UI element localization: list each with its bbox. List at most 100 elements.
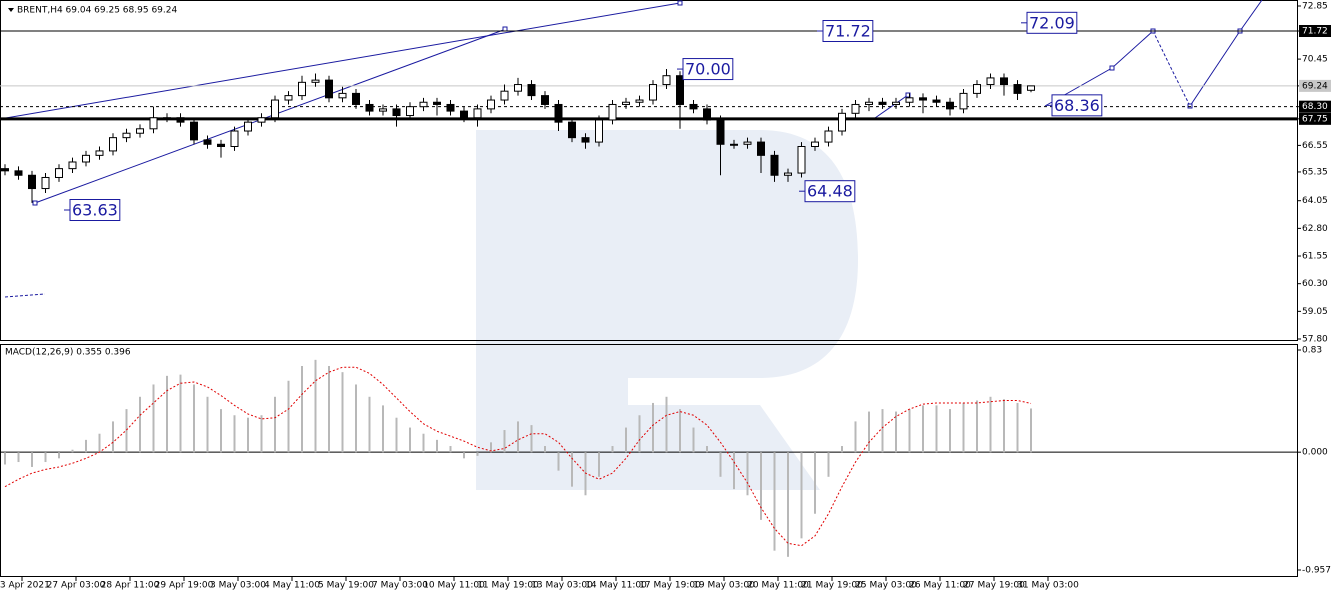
candle-body: [514, 84, 522, 92]
candle-body: [824, 130, 833, 143]
candle-body: [743, 141, 752, 145]
candle-body: [973, 84, 981, 94]
x-tick-label: 7 May 03:00: [372, 581, 428, 591]
candle-body: [581, 137, 590, 143]
annotation-label: 64.48: [807, 182, 853, 201]
x-tick-label: 4 May 11:00: [264, 581, 320, 591]
candle-body: [203, 139, 212, 145]
trendlines: [0, 0, 1263, 298]
candle-body: [635, 99, 644, 103]
candle-body: [770, 154, 779, 176]
candle-body: [946, 101, 954, 110]
y-tick-label: 0.000: [1302, 448, 1328, 458]
candle-body: [419, 101, 428, 108]
candle-body: [986, 77, 995, 86]
candle-body: [68, 161, 77, 170]
annotation-label: 72.09: [1029, 13, 1075, 32]
candle-body: [28, 174, 36, 190]
candle-body: [608, 103, 617, 121]
y-tick-label: 60.30: [1302, 279, 1328, 289]
candle-body: [271, 99, 279, 119]
candle-body: [676, 75, 684, 105]
annotation-label: 70.00: [685, 60, 731, 79]
candle-body: [352, 92, 360, 105]
candle-body: [851, 103, 860, 114]
macd-title: MACD(12,26,9) 0.355 0.396: [5, 348, 131, 358]
x-tick-label: 25 May 03:00: [855, 581, 917, 591]
signal-line: [4, 366, 1032, 547]
y-tick-highlight: [1299, 112, 1331, 125]
y-tick-label: 57.80: [1302, 335, 1328, 345]
candle-body: [932, 99, 941, 103]
x-tick-label: 19 May 03:00: [693, 581, 755, 591]
y-tick-label: 59.05: [1302, 307, 1328, 317]
x-tick-label: 20 May 11:00: [747, 581, 809, 591]
candle-body: [919, 97, 927, 101]
candle-body: [446, 103, 455, 112]
x-tick-label: 3 May 03:00: [210, 581, 266, 591]
y-tick-label: -0.957: [1302, 566, 1331, 576]
candle-body: [1000, 77, 1008, 86]
x-tick-label: 13 May 03:00: [531, 581, 593, 591]
x-tick-label: 5 May 19:00: [318, 581, 374, 591]
x-tick-label: 23 Apr 2021: [0, 581, 50, 591]
annotation-box: [1051, 94, 1103, 117]
x-tick-label: 17 May 19:00: [639, 581, 701, 591]
x-tick-label: 31 May 03:00: [1017, 581, 1079, 591]
y-tick-highlight: [1299, 79, 1331, 92]
candle-body: [311, 79, 320, 83]
chart-title: BRENT,H4 69.04 69.25 68.95 69.24: [17, 6, 177, 16]
candle-body: [865, 101, 873, 105]
x-tick-label: 26 May 11:00: [909, 581, 971, 591]
y-tick-highlight: [1299, 100, 1331, 113]
annotation-box: [1026, 11, 1078, 34]
candle-body: [797, 146, 806, 174]
candle-body: [757, 141, 765, 156]
candle-body: [122, 132, 131, 139]
y-tick-label: 71.72: [1302, 27, 1328, 37]
candle-body: [1027, 85, 1035, 91]
x-tick-label: 11 May 19:00: [477, 581, 539, 591]
x-tick-label: 21 May 19:00: [801, 581, 863, 591]
candle-body: [338, 92, 347, 99]
candle-body: [95, 150, 104, 156]
candle-body: [959, 92, 968, 110]
candle-body: [1013, 84, 1022, 94]
candle-body: [1, 168, 9, 172]
annotation-label: 68.36: [1054, 96, 1100, 115]
price-panel: [0, 0, 1298, 341]
candle-body: [622, 101, 630, 105]
y-tick-label: 62.80: [1302, 224, 1328, 234]
candle-body: [473, 108, 482, 119]
annotation-label: 63.63: [72, 201, 118, 220]
y-tick-label: 65.35: [1302, 167, 1328, 177]
candle-body: [298, 81, 306, 97]
candle-body: [878, 101, 887, 105]
y-tick-label: 66.55: [1302, 141, 1328, 151]
candle-body: [487, 99, 495, 110]
candle-body: [595, 119, 603, 143]
y-tick-label: 64.05: [1302, 196, 1328, 206]
candle-body: [284, 95, 293, 101]
x-tick-label: 10 May 11:00: [423, 581, 485, 591]
x-tick-label: 29 Apr 19:00: [155, 581, 214, 591]
candle-body: [392, 108, 401, 117]
y-tick-label: 61.55: [1302, 252, 1328, 262]
candle-body: [649, 84, 657, 101]
candle-body: [689, 103, 698, 110]
y-tick-label: 68.30: [1302, 102, 1328, 112]
candle-body: [230, 130, 239, 148]
candle-body: [325, 79, 333, 99]
candle-body: [149, 117, 158, 130]
annotation-box: [682, 58, 734, 81]
candle-body: [716, 119, 725, 145]
candle-body: [365, 103, 374, 112]
annotation-box: [822, 20, 874, 43]
y-tick-label: 72.85: [1302, 2, 1328, 12]
y-tick-label: 69.24: [1302, 81, 1328, 91]
y-tick-label: 0.83: [1302, 346, 1322, 356]
annotation-label: 71.72: [825, 22, 871, 41]
candle-body: [406, 106, 414, 117]
candle-body: [244, 121, 252, 132]
macd-panel: [0, 344, 1298, 577]
